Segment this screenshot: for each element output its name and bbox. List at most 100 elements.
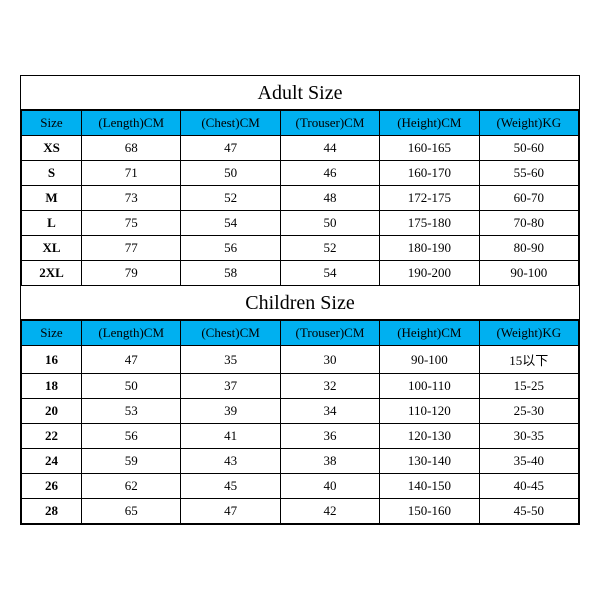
table-cell: 32	[280, 374, 379, 399]
children-size-table: Size (Length)CM (Chest)CM (Trouser)CM (H…	[21, 320, 579, 524]
table-cell: 70-80	[479, 211, 578, 236]
table-cell: 35	[181, 346, 280, 374]
table-cell: 37	[181, 374, 280, 399]
table-cell: 160-165	[380, 136, 479, 161]
col-size: Size	[22, 111, 82, 136]
table-cell: 28	[22, 499, 82, 524]
table-cell: 150-160	[380, 499, 479, 524]
adult-size-body: XS684744160-16550-60S715046160-17055-60M…	[22, 136, 579, 286]
table-cell: 43	[181, 449, 280, 474]
table-row: 26624540140-15040-45	[22, 474, 579, 499]
table-cell: 56	[82, 424, 181, 449]
col-length: (Length)CM	[82, 321, 181, 346]
table-cell: 44	[280, 136, 379, 161]
table-cell: 47	[181, 136, 280, 161]
table-cell: 60-70	[479, 186, 578, 211]
table-row: M735248172-17560-70	[22, 186, 579, 211]
table-cell: 26	[22, 474, 82, 499]
col-height: (Height)CM	[380, 321, 479, 346]
table-cell: 175-180	[380, 211, 479, 236]
col-size: Size	[22, 321, 82, 346]
table-cell: 100-110	[380, 374, 479, 399]
table-cell: 50-60	[479, 136, 578, 161]
table-cell: 15-25	[479, 374, 578, 399]
table-cell: 54	[181, 211, 280, 236]
table-cell: 77	[82, 236, 181, 261]
table-row: 24594338130-14035-40	[22, 449, 579, 474]
table-header-row: Size (Length)CM (Chest)CM (Trouser)CM (H…	[22, 321, 579, 346]
table-cell: 54	[280, 261, 379, 286]
table-header-row: Size (Length)CM (Chest)CM (Trouser)CM (H…	[22, 111, 579, 136]
table-cell: 62	[82, 474, 181, 499]
table-cell: 75	[82, 211, 181, 236]
col-weight: (Weight)KG	[479, 111, 578, 136]
table-cell: 18	[22, 374, 82, 399]
table-cell: 40	[280, 474, 379, 499]
table-cell: 56	[181, 236, 280, 261]
adult-size-title: Adult Size	[21, 76, 579, 110]
table-cell: 24	[22, 449, 82, 474]
table-cell: 71	[82, 161, 181, 186]
table-row: XL775652180-19080-90	[22, 236, 579, 261]
table-cell: 130-140	[380, 449, 479, 474]
adult-size-table: Size (Length)CM (Chest)CM (Trouser)CM (H…	[21, 110, 579, 286]
table-cell: 48	[280, 186, 379, 211]
table-cell: 180-190	[380, 236, 479, 261]
col-chest: (Chest)CM	[181, 111, 280, 136]
table-cell: 52	[181, 186, 280, 211]
table-cell: 40-45	[479, 474, 578, 499]
table-cell: 15以下	[479, 346, 578, 374]
table-row: 22564136120-13030-35	[22, 424, 579, 449]
table-cell: 30-35	[479, 424, 578, 449]
table-cell: 2XL	[22, 261, 82, 286]
table-cell: 55-60	[479, 161, 578, 186]
table-cell: 160-170	[380, 161, 479, 186]
table-cell: 30	[280, 346, 379, 374]
table-cell: XS	[22, 136, 82, 161]
table-cell: 47	[82, 346, 181, 374]
table-cell: 20	[22, 399, 82, 424]
children-size-body: 1647353090-10015以下18503732100-11015-2520…	[22, 346, 579, 524]
table-cell: 50	[280, 211, 379, 236]
table-cell: 46	[280, 161, 379, 186]
children-size-title: Children Size	[21, 286, 579, 320]
table-cell: 65	[82, 499, 181, 524]
table-cell: 34	[280, 399, 379, 424]
table-cell: 52	[280, 236, 379, 261]
table-cell: 47	[181, 499, 280, 524]
table-cell: L	[22, 211, 82, 236]
table-row: 20533934110-12025-30	[22, 399, 579, 424]
col-trouser: (Trouser)CM	[280, 321, 379, 346]
table-row: 18503732100-11015-25	[22, 374, 579, 399]
table-row: 2XL795854190-20090-100	[22, 261, 579, 286]
table-cell: 35-40	[479, 449, 578, 474]
table-cell: 80-90	[479, 236, 578, 261]
table-cell: 39	[181, 399, 280, 424]
table-cell: 42	[280, 499, 379, 524]
table-cell: 36	[280, 424, 379, 449]
col-chest: (Chest)CM	[181, 321, 280, 346]
table-cell: 41	[181, 424, 280, 449]
table-row: 28654742150-16045-50	[22, 499, 579, 524]
table-cell: S	[22, 161, 82, 186]
table-row: S715046160-17055-60	[22, 161, 579, 186]
table-cell: XL	[22, 236, 82, 261]
table-row: L755450175-18070-80	[22, 211, 579, 236]
col-length: (Length)CM	[82, 111, 181, 136]
table-cell: 45-50	[479, 499, 578, 524]
table-cell: 90-100	[380, 346, 479, 374]
table-cell: 90-100	[479, 261, 578, 286]
table-row: XS684744160-16550-60	[22, 136, 579, 161]
table-cell: 50	[82, 374, 181, 399]
table-cell: 59	[82, 449, 181, 474]
table-cell: 190-200	[380, 261, 479, 286]
table-cell: 22	[22, 424, 82, 449]
table-cell: 38	[280, 449, 379, 474]
table-cell: 53	[82, 399, 181, 424]
table-cell: 73	[82, 186, 181, 211]
table-cell: 110-120	[380, 399, 479, 424]
table-cell: M	[22, 186, 82, 211]
col-trouser: (Trouser)CM	[280, 111, 379, 136]
table-cell: 45	[181, 474, 280, 499]
table-cell: 16	[22, 346, 82, 374]
